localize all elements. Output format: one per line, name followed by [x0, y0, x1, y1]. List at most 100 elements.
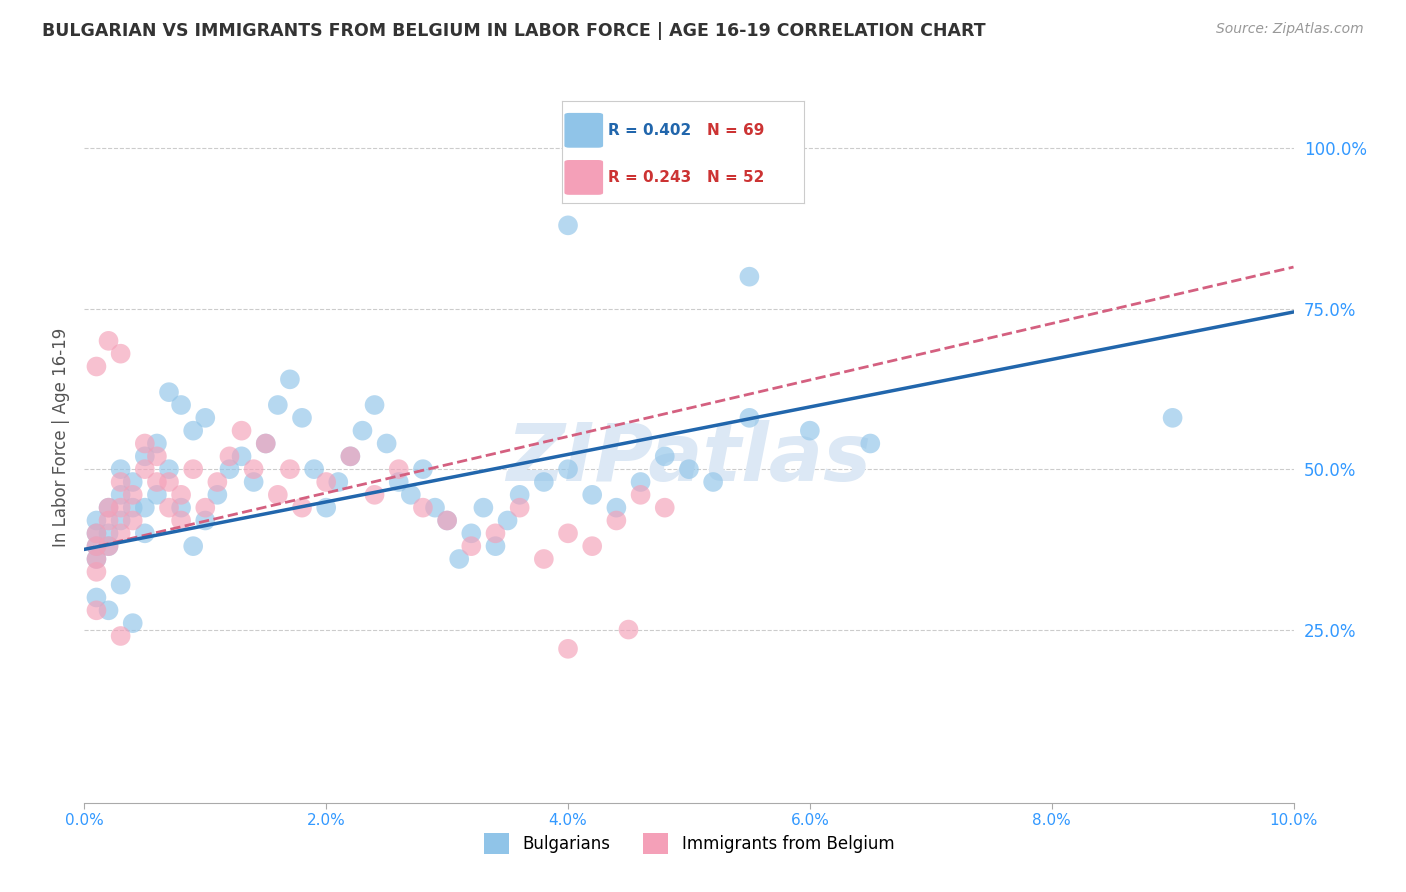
- Bulgarians: [557, 462, 579, 476]
- Bulgarians: [194, 514, 217, 528]
- Immigrants from Belgium: [412, 500, 434, 515]
- Immigrants from Belgium: [170, 514, 193, 528]
- Immigrants from Belgium: [97, 539, 120, 553]
- Bulgarians: [146, 488, 169, 502]
- Bulgarians: [231, 450, 253, 464]
- Bulgarians: [97, 539, 120, 553]
- Legend: Bulgarians, Immigrants from Belgium: Bulgarians, Immigrants from Belgium: [477, 827, 901, 860]
- Bulgarians: [399, 488, 422, 502]
- Bulgarians: [110, 462, 132, 476]
- Bulgarians: [291, 410, 314, 425]
- Bulgarians: [86, 552, 108, 566]
- Immigrants from Belgium: [254, 436, 277, 450]
- Immigrants from Belgium: [291, 500, 314, 515]
- Bulgarians: [799, 424, 821, 438]
- Bulgarians: [86, 591, 108, 605]
- Text: BULGARIAN VS IMMIGRANTS FROM BELGIUM IN LABOR FORCE | AGE 16-19 CORRELATION CHAR: BULGARIAN VS IMMIGRANTS FROM BELGIUM IN …: [42, 22, 986, 40]
- Bulgarians: [423, 500, 446, 515]
- Bulgarians: [157, 385, 180, 400]
- Immigrants from Belgium: [278, 462, 301, 476]
- Bulgarians: [254, 436, 277, 450]
- Bulgarians: [278, 372, 301, 386]
- Bulgarians: [86, 514, 108, 528]
- Immigrants from Belgium: [121, 488, 143, 502]
- Bulgarians: [678, 462, 700, 476]
- Bulgarians: [86, 526, 108, 541]
- Bulgarians: [97, 526, 120, 541]
- Bulgarians: [110, 577, 132, 591]
- Immigrants from Belgium: [86, 526, 108, 541]
- Bulgarians: [86, 539, 108, 553]
- Immigrants from Belgium: [207, 475, 229, 489]
- Bulgarians: [97, 603, 120, 617]
- Y-axis label: In Labor Force | Age 16-19: In Labor Force | Age 16-19: [52, 327, 70, 547]
- Immigrants from Belgium: [170, 488, 193, 502]
- Bulgarians: [630, 475, 652, 489]
- Bulgarians: [110, 488, 132, 502]
- Bulgarians: [738, 269, 761, 284]
- Bulgarians: [170, 500, 193, 515]
- Immigrants from Belgium: [436, 514, 458, 528]
- Bulgarians: [738, 410, 761, 425]
- Immigrants from Belgium: [134, 462, 156, 476]
- Bulgarians: [581, 488, 603, 502]
- Immigrants from Belgium: [605, 514, 627, 528]
- Bulgarians: [157, 462, 180, 476]
- Immigrants from Belgium: [484, 526, 506, 541]
- Bulgarians: [267, 398, 290, 412]
- Bulgarians: [121, 616, 143, 631]
- Immigrants from Belgium: [86, 603, 108, 617]
- Immigrants from Belgium: [110, 526, 132, 541]
- Bulgarians: [496, 514, 519, 528]
- Immigrants from Belgium: [86, 552, 108, 566]
- Bulgarians: [460, 526, 482, 541]
- Bulgarians: [315, 500, 337, 515]
- Bulgarians: [242, 475, 264, 489]
- Bulgarians: [121, 500, 143, 515]
- Immigrants from Belgium: [339, 450, 361, 464]
- Bulgarians: [557, 219, 579, 233]
- Bulgarians: [97, 500, 120, 515]
- Text: Source: ZipAtlas.com: Source: ZipAtlas.com: [1216, 22, 1364, 37]
- Immigrants from Belgium: [97, 514, 120, 528]
- Immigrants from Belgium: [86, 359, 108, 374]
- Immigrants from Belgium: [110, 475, 132, 489]
- Bulgarians: [302, 462, 325, 476]
- Bulgarians: [702, 475, 724, 489]
- Immigrants from Belgium: [86, 539, 108, 553]
- Bulgarians: [181, 424, 204, 438]
- Immigrants from Belgium: [146, 475, 169, 489]
- Immigrants from Belgium: [181, 462, 204, 476]
- Bulgarians: [328, 475, 350, 489]
- Immigrants from Belgium: [242, 462, 264, 476]
- Bulgarians: [207, 488, 229, 502]
- Bulgarians: [121, 475, 143, 489]
- Bulgarians: [654, 450, 676, 464]
- Immigrants from Belgium: [630, 488, 652, 502]
- Immigrants from Belgium: [157, 475, 180, 489]
- Bulgarians: [412, 462, 434, 476]
- Bulgarians: [110, 514, 132, 528]
- Immigrants from Belgium: [617, 623, 640, 637]
- Immigrants from Belgium: [110, 346, 132, 360]
- Immigrants from Belgium: [97, 334, 120, 348]
- Bulgarians: [170, 398, 193, 412]
- Immigrants from Belgium: [134, 436, 156, 450]
- Immigrants from Belgium: [121, 514, 143, 528]
- Bulgarians: [605, 500, 627, 515]
- Immigrants from Belgium: [267, 488, 290, 502]
- Immigrants from Belgium: [110, 629, 132, 643]
- Bulgarians: [449, 552, 471, 566]
- Text: ZIPatlas: ZIPatlas: [506, 420, 872, 498]
- Immigrants from Belgium: [363, 488, 385, 502]
- Immigrants from Belgium: [509, 500, 531, 515]
- Bulgarians: [388, 475, 411, 489]
- Bulgarians: [339, 450, 361, 464]
- Immigrants from Belgium: [231, 424, 253, 438]
- Immigrants from Belgium: [218, 450, 240, 464]
- Bulgarians: [218, 462, 240, 476]
- Immigrants from Belgium: [97, 500, 120, 515]
- Bulgarians: [533, 475, 555, 489]
- Bulgarians: [134, 526, 156, 541]
- Bulgarians: [181, 539, 204, 553]
